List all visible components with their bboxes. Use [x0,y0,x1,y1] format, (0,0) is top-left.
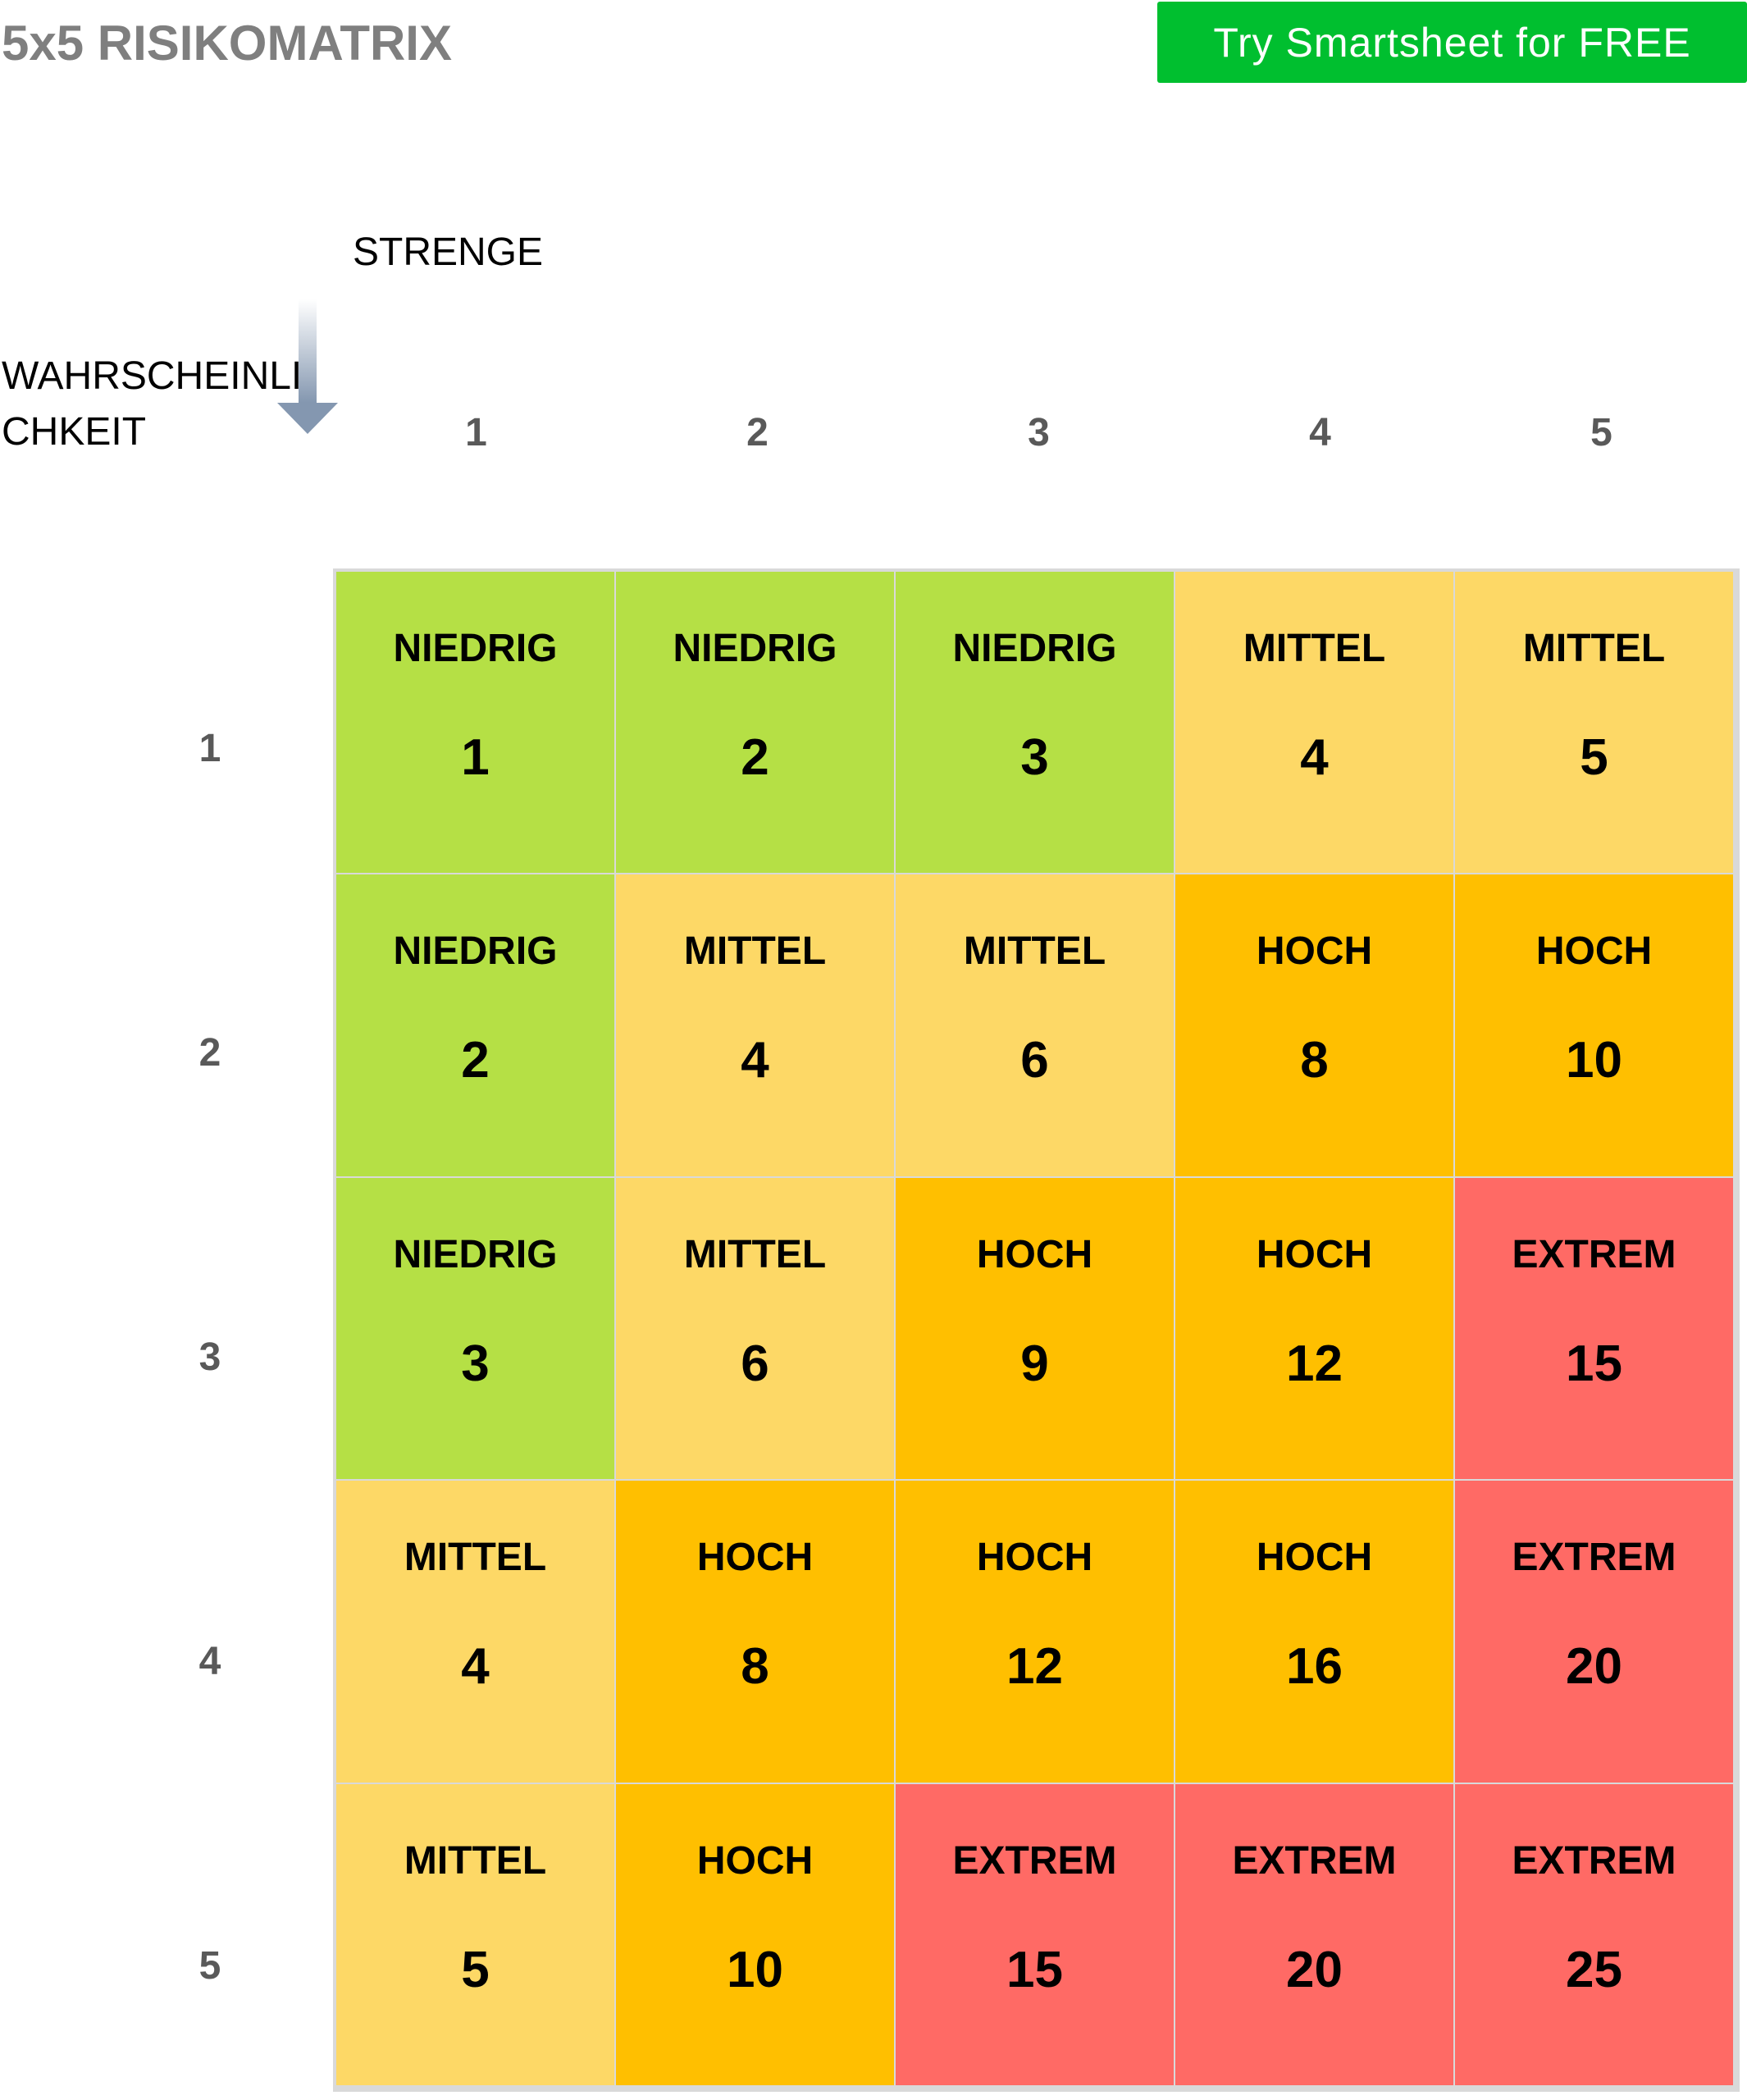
severity-axis-label: STRENGE [353,231,544,274]
risk-level-label: HOCH [1256,1536,1373,1580]
matrix-cell: MITTEL 4 [616,874,894,1176]
down-arrow-icon [277,299,338,434]
matrix-cell: EXTREM 15 [1455,1177,1733,1480]
matrix-cell: EXTREM 20 [1455,1481,1733,1783]
column-header: 3 [1028,411,1050,454]
row-header: 1 [198,727,221,770]
risk-score: 8 [741,1638,769,1696]
risk-score: 6 [741,1335,769,1392]
matrix-cell: NIEDRIG 2 [616,572,894,874]
risk-score: 2 [741,729,769,786]
row-header: 2 [198,1031,221,1075]
risk-level-label: HOCH [1256,929,1373,974]
risk-level-label: MITTEL [1522,627,1666,670]
matrix-cell: NIEDRIG 3 [336,1177,614,1480]
risk-score: 5 [461,1941,490,1998]
row-header: 3 [198,1335,221,1379]
matrix-cell: MITTEL 5 [336,1783,614,2085]
risk-score: 5 [1580,729,1608,786]
risk-level-label: MITTEL [963,929,1106,974]
matrix-cell: NIEDRIG 2 [336,874,614,1176]
risk-level-label: NIEDRIG [952,627,1117,670]
risk-score: 12 [1286,1335,1343,1392]
risk-score: 4 [461,1638,490,1696]
risk-level-label: NIEDRIG [393,1232,558,1276]
risk-score: 1 [461,729,490,786]
risk-score: 4 [1300,729,1329,786]
risk-level-label: MITTEL [404,1536,547,1580]
risk-level-label: EXTREM [1512,1536,1676,1580]
risk-score: 20 [1286,1941,1343,1998]
column-header: 4 [1309,411,1331,454]
matrix-cell: MITTEL 5 [1455,572,1733,874]
matrix-cell: MITTEL 6 [616,1177,894,1480]
risk-level-label: EXTREM [1512,1232,1676,1276]
risk-score: 10 [1566,1032,1622,1089]
matrix-cell: HOCH 12 [1175,1177,1453,1480]
risk-score: 4 [741,1032,769,1089]
risk-level-label: HOCH [696,1536,814,1580]
risk-level-label: MITTEL [1243,627,1386,670]
matrix-cell: MITTEL 4 [1175,572,1453,874]
matrix-cell: EXTREM 25 [1455,1783,1733,2085]
risk-level-label: NIEDRIG [393,929,558,974]
risk-score: 2 [461,1032,490,1089]
risk-score: 12 [1006,1638,1063,1696]
likelihood-label-line-1: WAHRSCHEINLI [2,354,303,398]
risk-score: 8 [1300,1032,1329,1089]
risk-score: 6 [1020,1032,1049,1089]
risk-level-label: HOCH [696,1838,814,1883]
risk-level-label: NIEDRIG [393,627,558,670]
risk-score: 20 [1566,1638,1622,1696]
risk-score: 10 [727,1941,783,1998]
matrix-cell: NIEDRIG 3 [896,572,1174,874]
risk-score: 15 [1006,1941,1063,1998]
matrix-cell: EXTREM 20 [1175,1783,1453,2085]
risk-level-label: MITTEL [683,1232,827,1276]
risk-level-label: HOCH [1256,1232,1373,1276]
matrix-cell: HOCH 9 [896,1177,1174,1480]
risk-level-label: HOCH [1535,929,1653,974]
risk-score: 3 [1020,729,1049,786]
risk-level-label: HOCH [976,1536,1093,1580]
risk-matrix: NIEDRIG 1 NIEDRIG 2 NIEDRIG 3 MITTEL 4 MITTEL 5 NI… [333,568,1740,2092]
risk-level-label: NIEDRIG [673,627,837,670]
column-header: 2 [746,411,769,454]
risk-score: 16 [1286,1638,1343,1696]
matrix-cell: HOCH 12 [896,1481,1174,1783]
column-header: 1 [465,411,487,454]
risk-score: 25 [1566,1941,1622,1998]
matrix-cell: MITTEL 6 [896,874,1174,1176]
matrix-cell: NIEDRIG 1 [336,572,614,874]
matrix-cell: HOCH 16 [1175,1481,1453,1783]
try-smartsheet-button[interactable]: Try Smartsheet for FREE [1157,2,1747,83]
likelihood-label-line-2: CHKEIT [2,410,147,454]
matrix-cell: EXTREM 15 [896,1783,1174,2085]
matrix-cell: MITTEL 4 [336,1481,614,1783]
matrix-cell: HOCH 10 [1455,874,1733,1176]
matrix-cell: HOCH 10 [616,1783,894,2085]
row-header: 4 [198,1640,221,1683]
risk-level-label: HOCH [976,1232,1093,1276]
risk-level-label: MITTEL [683,929,827,974]
column-header: 5 [1590,411,1612,454]
matrix-cell: HOCH 8 [1175,874,1453,1176]
risk-level-label: MITTEL [404,1838,547,1883]
risk-level-label: EXTREM [952,1838,1117,1883]
matrix-cell: HOCH 8 [616,1481,894,1783]
risk-score: 15 [1566,1335,1622,1392]
risk-score: 3 [461,1335,490,1392]
risk-level-label: EXTREM [1232,1838,1397,1883]
likelihood-axis-label: WAHRSCHEINLI CHKEIT [2,349,302,460]
row-header: 5 [198,1944,221,1988]
risk-level-label: EXTREM [1512,1838,1676,1883]
risk-score: 9 [1020,1335,1049,1392]
page-title: 5x5 RISIKOMATRIX [2,16,452,71]
